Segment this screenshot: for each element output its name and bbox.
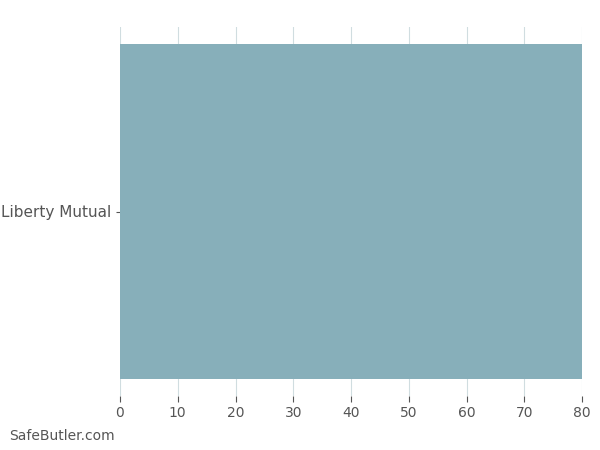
Text: SafeButler.com: SafeButler.com — [9, 429, 115, 443]
